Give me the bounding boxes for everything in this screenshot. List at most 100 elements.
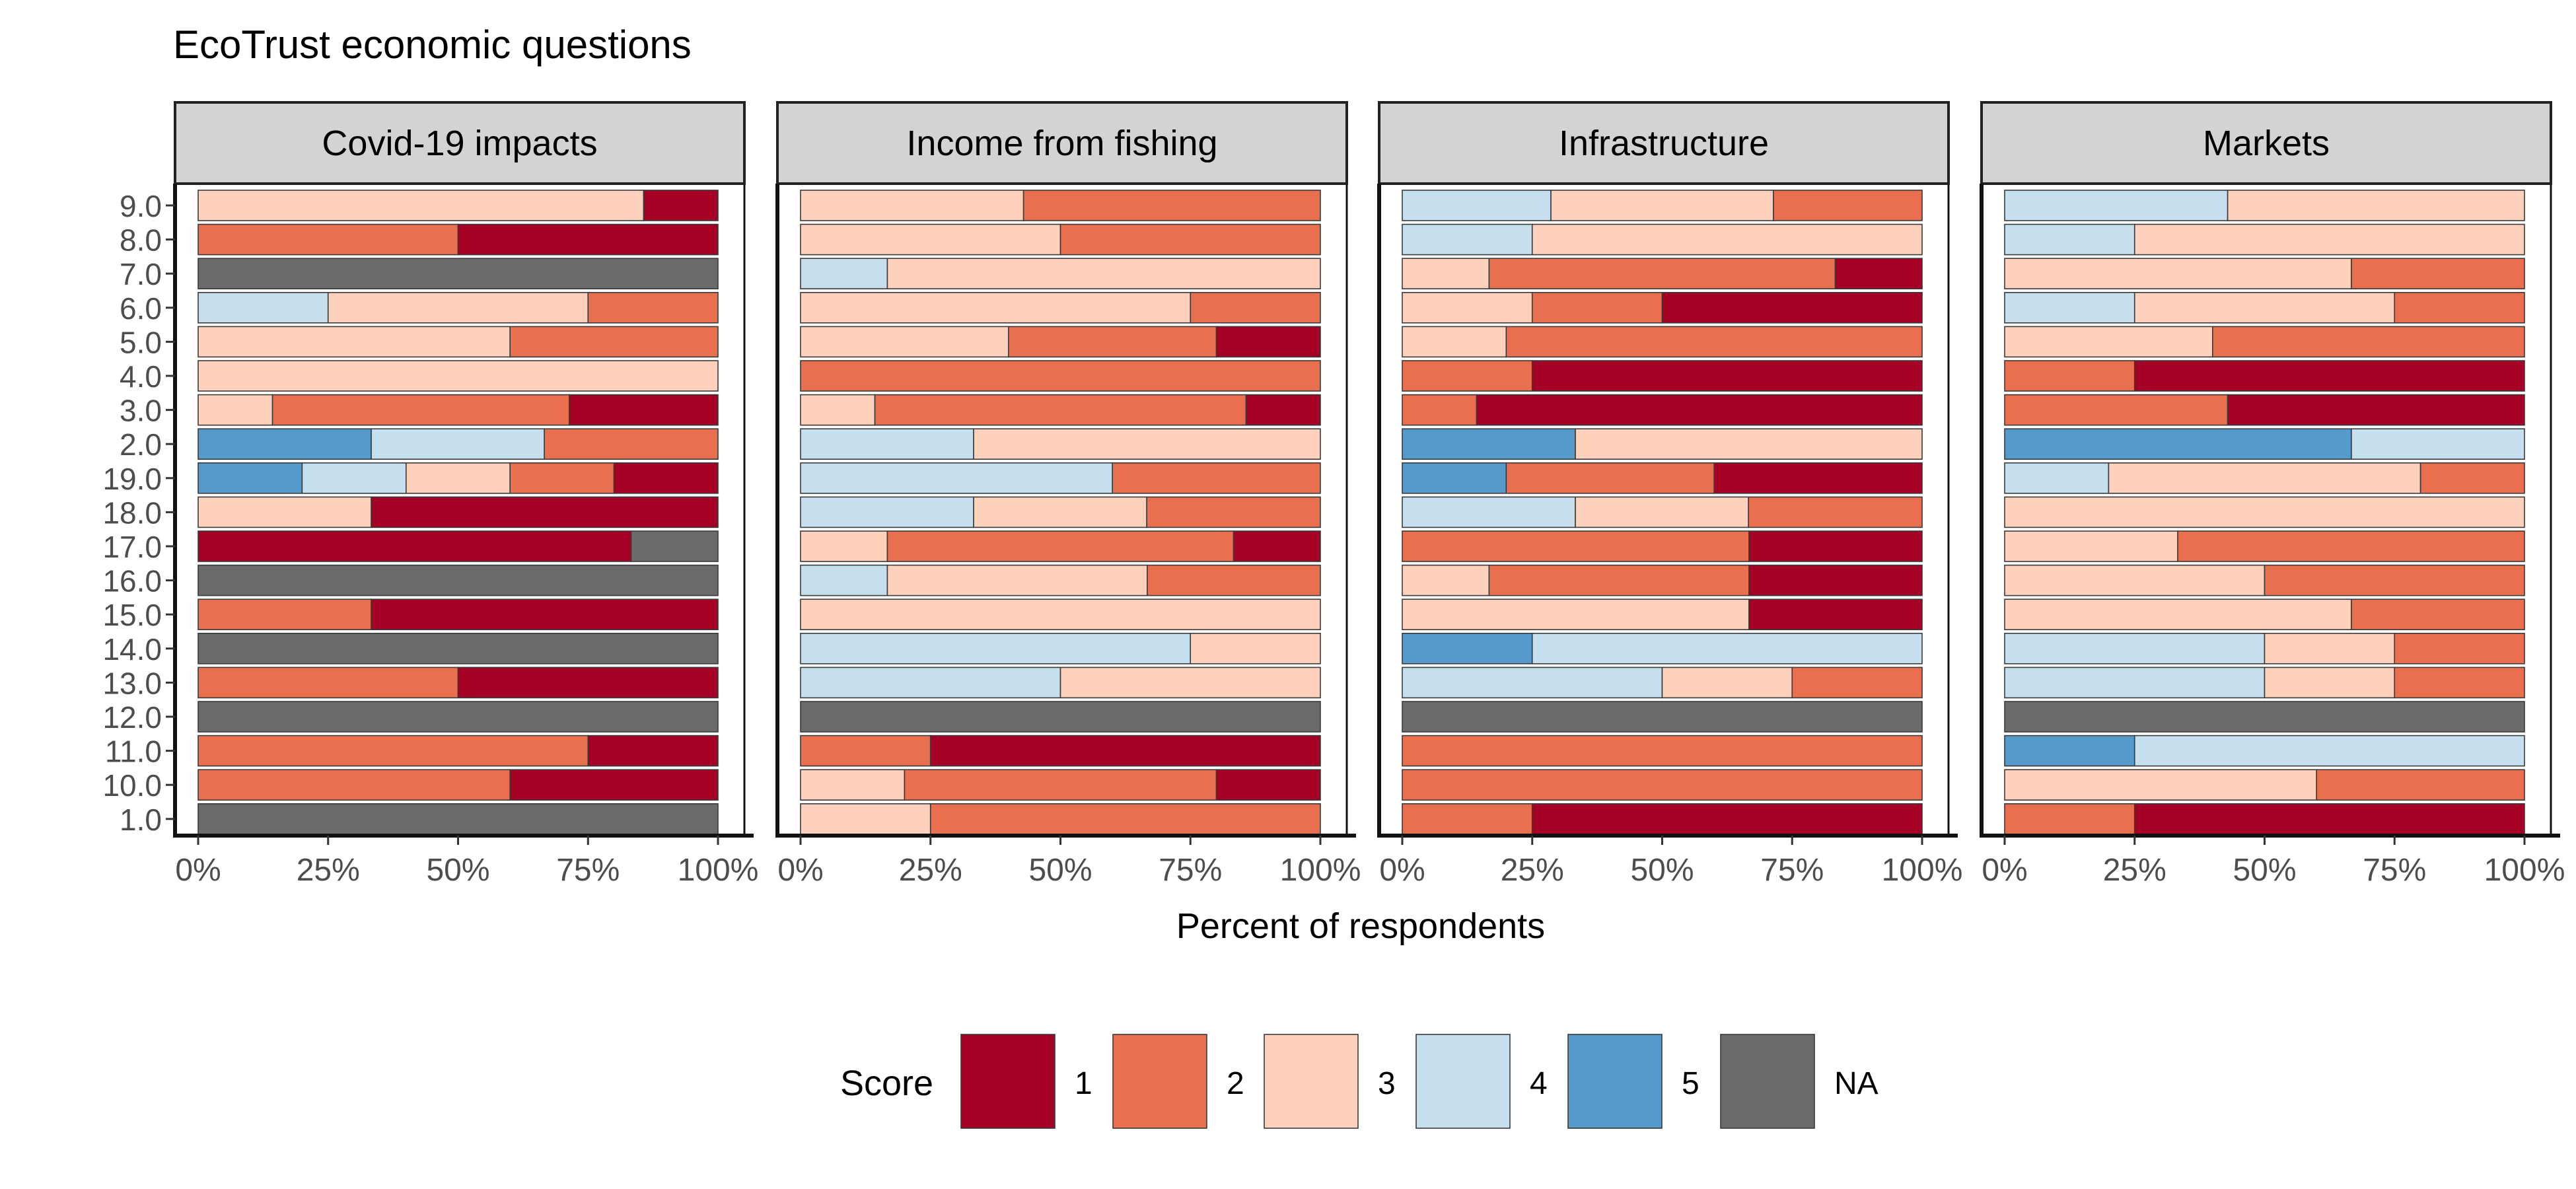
- legend-swatch: [960, 1034, 1055, 1129]
- bar-segment: [2264, 632, 2396, 665]
- y-tick-label: 1.0: [120, 803, 162, 837]
- legend-item-2: 2: [1112, 1034, 1244, 1129]
- bar-segment: [800, 598, 1321, 631]
- bar-segment: [2004, 428, 2352, 460]
- bar-segment: [1748, 598, 1923, 631]
- x-tick-label: 25%: [1501, 853, 1564, 888]
- bar-segment: [886, 564, 1148, 596]
- bar-segment: [587, 291, 719, 324]
- bar-segment: [2004, 769, 2318, 801]
- x-tick-label: 0%: [1379, 853, 1425, 888]
- bar-segment: [1233, 530, 1321, 562]
- bar-segment: [457, 667, 719, 699]
- bar-segment: [1402, 701, 1923, 733]
- x-tick-label: 100%: [1882, 853, 1963, 888]
- chart-title: EcoTrust economic questions: [173, 22, 692, 67]
- bar-segment: [1550, 190, 1774, 221]
- legend-label: 2: [1227, 1066, 1244, 1101]
- bar-segment: [197, 667, 459, 699]
- bar-segment: [1402, 462, 1507, 494]
- bar-segment: [587, 735, 719, 767]
- bar-segment: [2394, 632, 2525, 665]
- bar-segment: [1661, 291, 1923, 324]
- x-tick-label: 0%: [777, 853, 823, 888]
- x-tick-label: 25%: [2103, 853, 2166, 888]
- bar-segment: [2004, 190, 2229, 221]
- bar-segment: [1190, 632, 1321, 665]
- bar-segment: [1476, 394, 1923, 426]
- bar-segment: [2004, 291, 2135, 324]
- bar-segment: [800, 667, 1061, 699]
- y-tick-label: 12.0: [102, 700, 162, 735]
- bar-segment: [1059, 223, 1321, 256]
- bar-segment: [1147, 564, 1321, 596]
- x-tick-label: 100%: [678, 853, 759, 888]
- bar-segment: [197, 190, 645, 221]
- bar-segment: [2212, 326, 2525, 358]
- x-tick-label: 25%: [899, 853, 962, 888]
- panel-3: Markets 0% 25% 50% 75% 100%: [1980, 101, 2565, 888]
- legend-swatch: [1264, 1034, 1359, 1129]
- bar-segment: [1402, 428, 1576, 460]
- bar-segment: [800, 496, 974, 528]
- bar-segment: [2004, 701, 2525, 733]
- bar-segment: [800, 190, 1024, 221]
- bar-segment: [1022, 190, 1321, 221]
- bar-segment: [1575, 428, 1923, 460]
- bar-segment: [2264, 667, 2396, 699]
- y-tick-label: 8.0: [120, 223, 162, 258]
- bar-segment: [1059, 667, 1321, 699]
- x-tick-label: 50%: [2233, 853, 2296, 888]
- x-axis-label: Percent of respondents: [1176, 906, 1545, 946]
- bar-segment: [2133, 291, 2396, 324]
- legend-label: 3: [1378, 1066, 1396, 1101]
- bar-segment: [1531, 223, 1923, 256]
- x-tick-label: 100%: [2484, 853, 2565, 888]
- y-tick-label: 19.0: [102, 462, 162, 496]
- bar-segment: [197, 258, 719, 290]
- bar-segment: [1531, 291, 1663, 324]
- bar-segment: [800, 462, 1114, 494]
- bar-segment: [2004, 360, 2135, 392]
- bar-segment: [1402, 598, 1750, 631]
- y-tick-label: 5.0: [120, 325, 162, 359]
- bar-segment: [1402, 291, 1533, 324]
- facet-strip: [1378, 101, 1950, 185]
- bar-segment: [1402, 190, 1552, 221]
- x-tick-label: 75%: [2363, 853, 2426, 888]
- bar-segment: [874, 394, 1247, 426]
- y-tick-label: 13.0: [102, 666, 162, 700]
- y-tick-label: 4.0: [120, 359, 162, 394]
- bar-segment: [2419, 462, 2525, 494]
- bar-segment: [197, 803, 719, 835]
- bar-segment: [2394, 291, 2525, 324]
- bar-segment: [197, 428, 372, 460]
- panel-0: Covid-19 impacts 0% 25% 50% 75% 100% 9.08.07.0…: [102, 101, 759, 888]
- bar-segment: [197, 530, 632, 562]
- bar-segment: [800, 735, 931, 767]
- bar-segment: [1575, 496, 1749, 528]
- facet-label: Covid-19 impacts: [322, 124, 597, 163]
- y-tick-label: 7.0: [120, 257, 162, 291]
- bar-segment: [2394, 667, 2525, 699]
- bar-segment: [2004, 223, 2135, 256]
- bar-segment: [1112, 462, 1321, 494]
- bar-segment: [2004, 462, 2110, 494]
- bar-segment: [800, 394, 876, 426]
- facet-label: Markets: [2203, 124, 2330, 163]
- bar-segment: [197, 223, 459, 256]
- bar-segment: [800, 701, 1321, 733]
- legend-swatch: [1720, 1034, 1815, 1129]
- bar-segment: [2227, 394, 2525, 426]
- bar-segment: [886, 530, 1234, 562]
- bar-segment: [800, 769, 906, 801]
- bar-segment: [973, 496, 1147, 528]
- bar-segment: [2004, 803, 2135, 835]
- bar-segment: [1505, 462, 1715, 494]
- legend-label: NA: [1834, 1066, 1878, 1101]
- bar-segment: [197, 564, 719, 596]
- bar-segment: [197, 394, 273, 426]
- bar-segment: [1402, 667, 1663, 699]
- facet-strip: [174, 101, 746, 185]
